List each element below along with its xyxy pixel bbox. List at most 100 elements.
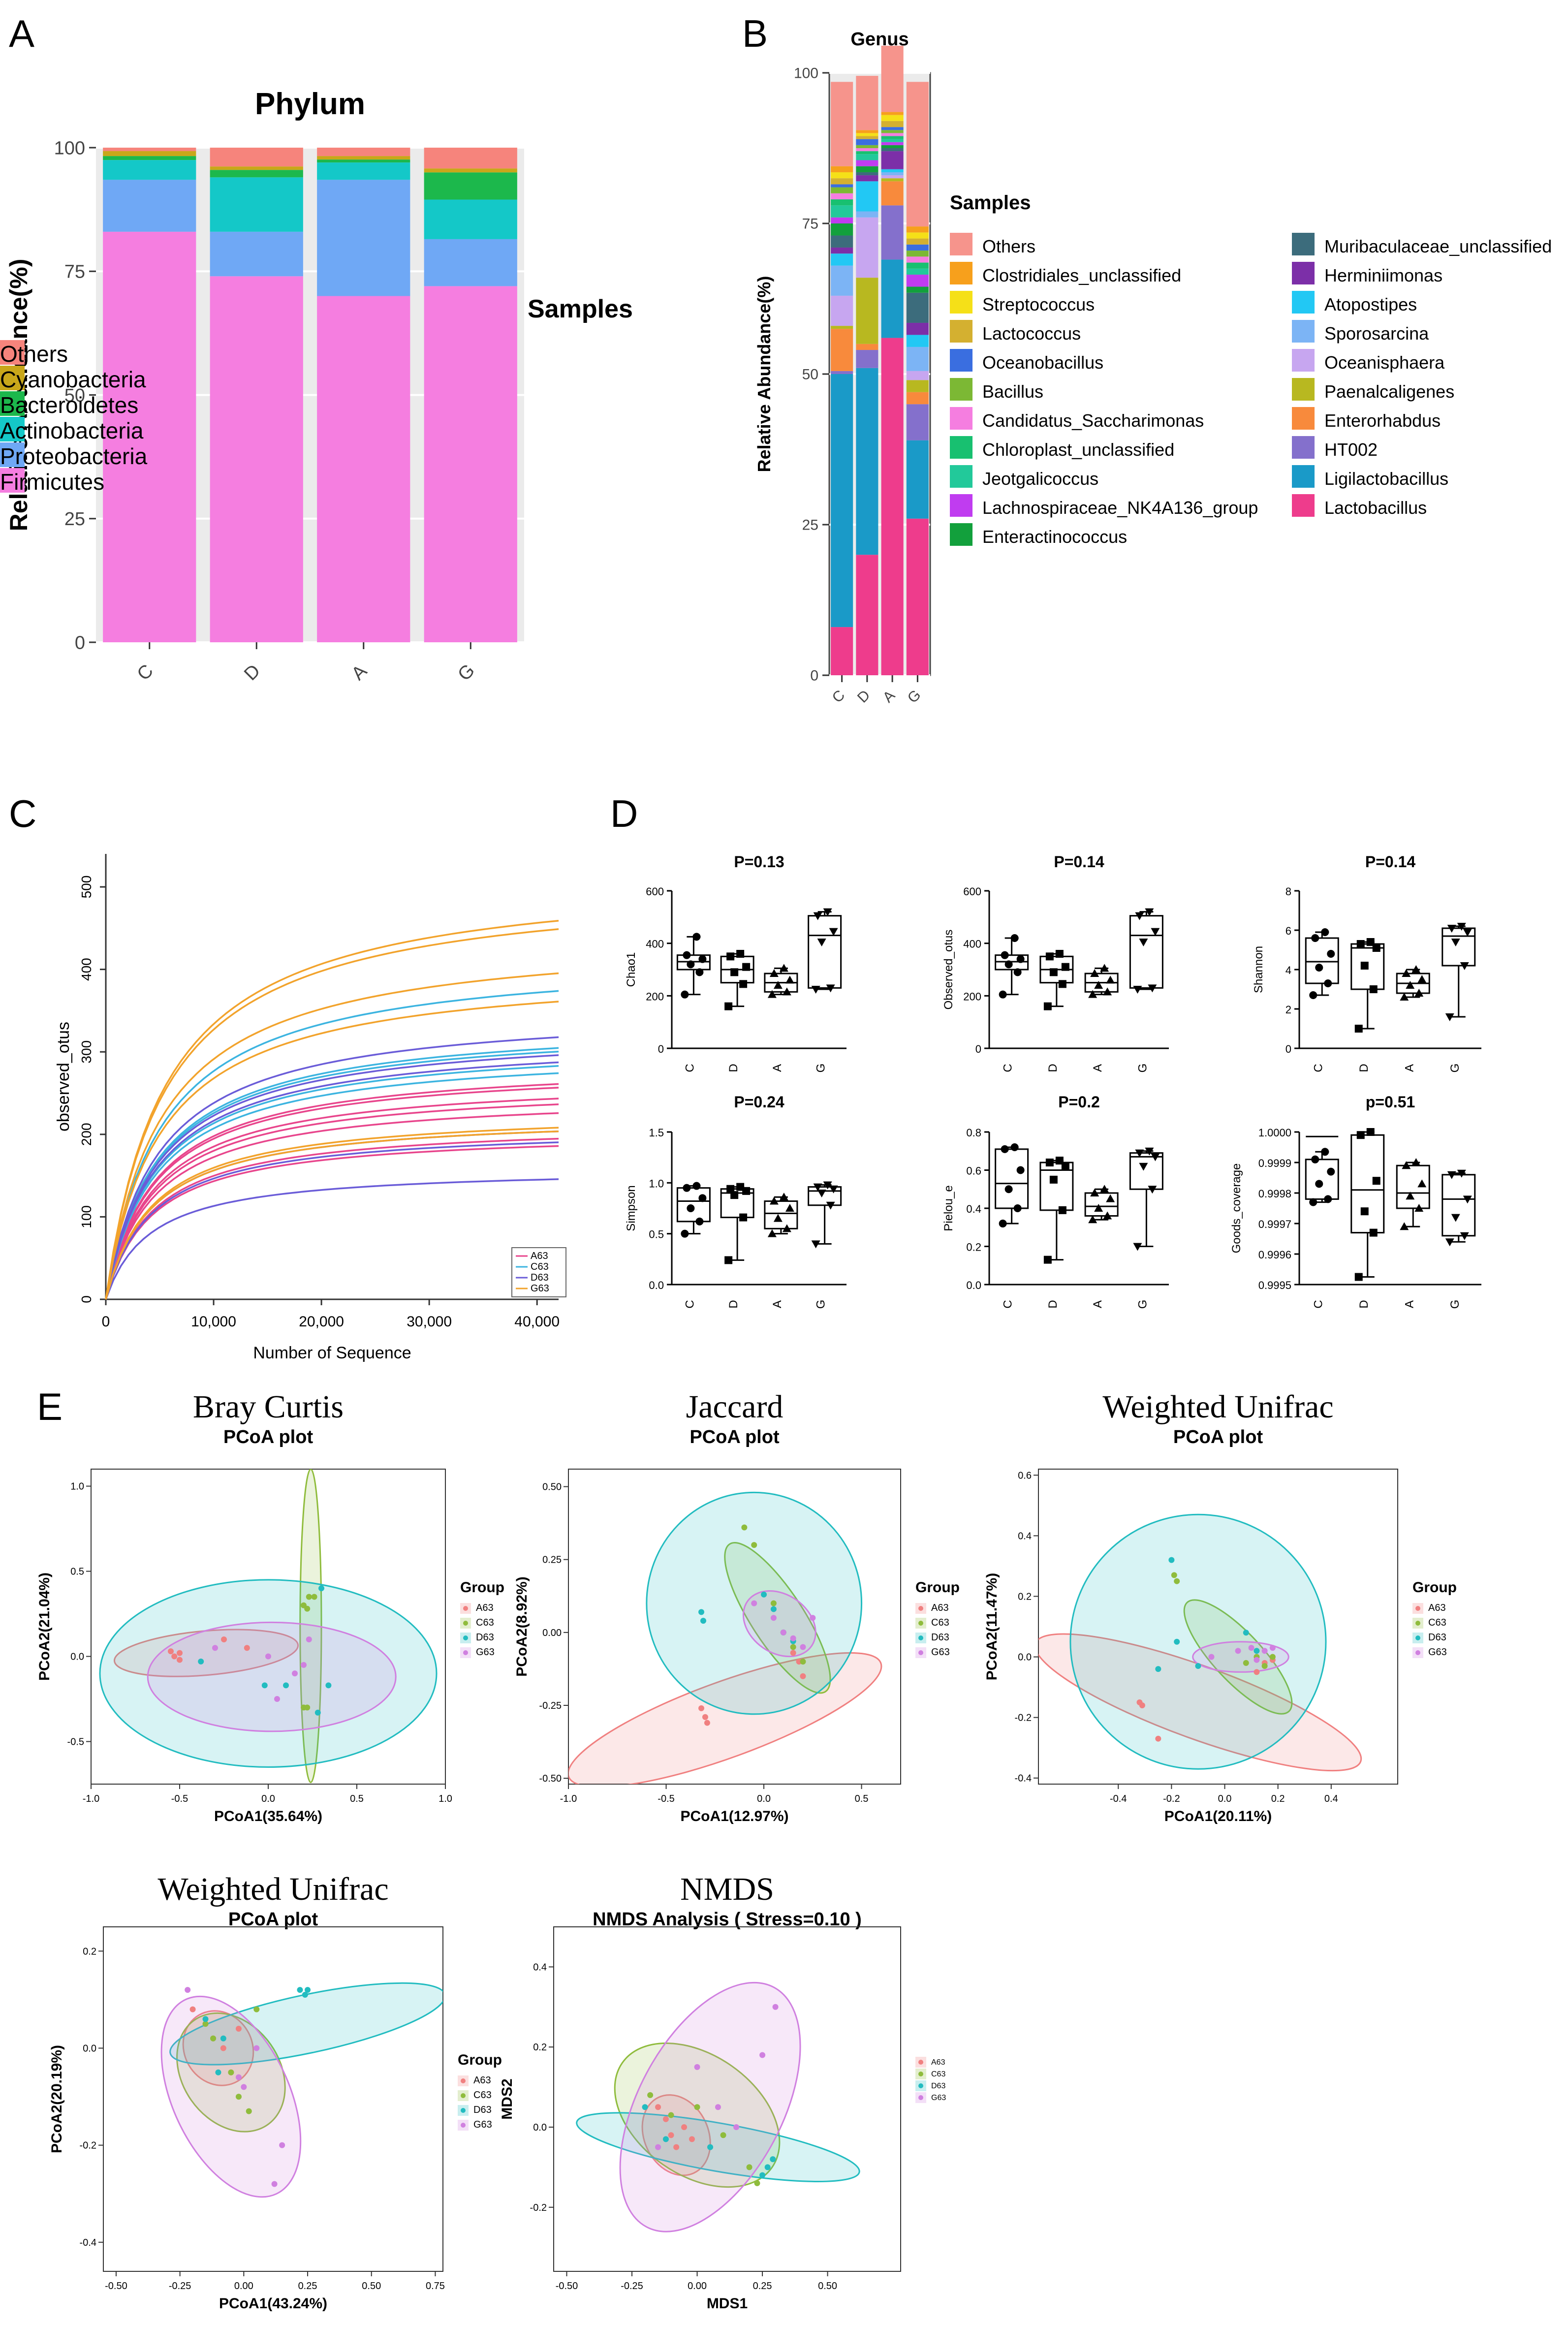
legend-label: Herminiimonas: [1324, 265, 1443, 285]
data-point: [736, 1183, 745, 1191]
bar-segment-ht002: [831, 371, 853, 374]
chart-title: PCoA plot: [690, 1427, 780, 1447]
data-point: [726, 1185, 735, 1193]
bar-segment-lactobacillus: [831, 627, 853, 675]
y-tick-label: 400: [963, 938, 981, 950]
box: [1305, 937, 1339, 984]
legend-point: [1415, 1635, 1420, 1640]
point-g63: [265, 1653, 271, 1660]
y-tick-label: -0.5: [67, 1737, 84, 1748]
y-tick-label: 400: [646, 938, 664, 950]
y-tick-label: 200: [963, 990, 981, 1003]
legend-point: [918, 2060, 923, 2065]
x-tick-label: A: [880, 688, 898, 706]
legend-label: C63: [473, 2090, 492, 2101]
bar-segment-oceanobacillus: [906, 244, 929, 251]
data-point: [1457, 1169, 1466, 1178]
y-tick-label: 0: [658, 1043, 664, 1055]
chart-title: PCoA plot: [1173, 1427, 1263, 1447]
point-g63: [1208, 1654, 1215, 1660]
data-point: [1309, 1198, 1317, 1206]
data-point: [782, 987, 791, 996]
legend-label: Lactococcus: [982, 323, 1081, 344]
bar-segment-muribaculaceae-unclassified: [881, 148, 904, 152]
x-tick-label: D: [1046, 1064, 1060, 1072]
data-point: [1049, 968, 1058, 976]
data-point: [681, 1229, 689, 1238]
y-tick-label: 400: [79, 958, 94, 981]
bar-segment-sporosarcina: [831, 265, 853, 296]
point-d63: [1155, 1666, 1161, 1672]
bar-segment-firmicutes: [424, 286, 517, 642]
legend-label: C63: [931, 2070, 945, 2078]
bar-segment-ht002: [906, 404, 929, 440]
data-point: [739, 980, 748, 988]
bar-segment-cyanobacteria: [424, 168, 517, 173]
data-point: [1451, 939, 1460, 946]
data-point: [1049, 1175, 1058, 1184]
legend-label: G63: [476, 1647, 495, 1658]
legend-label: Bacteroidetes: [0, 392, 138, 418]
bar-segment-clostridiales-unclassified: [906, 226, 929, 233]
x-tick-label: G: [815, 1300, 828, 1309]
curve-a63: [105, 1098, 559, 1300]
bar-segment-candidatus-saccharimonas: [906, 256, 929, 263]
legend-swatch: [950, 378, 972, 401]
data-point: [1414, 989, 1424, 997]
point-c63: [647, 2092, 654, 2098]
legend-label: Clostridiales_unclassified: [982, 265, 1181, 285]
data-point: [1061, 963, 1069, 971]
data-point: [1451, 1214, 1460, 1222]
legend-label: HT002: [1324, 440, 1378, 460]
legend-swatch: [1292, 320, 1315, 343]
legend-label: G63: [1428, 1647, 1447, 1658]
legend-point: [918, 2083, 923, 2088]
y-tick-label: 0: [810, 668, 818, 684]
bar-segment-oceanisphaera: [881, 175, 904, 179]
data-point: [1354, 1025, 1363, 1033]
bar-segment-enterorhabdus: [856, 344, 878, 350]
data-point: [817, 939, 826, 946]
point-g63: [235, 2074, 242, 2080]
y-tick-label: 300: [79, 1040, 94, 1064]
data-point: [1402, 969, 1411, 977]
legend-point: [1415, 1621, 1420, 1626]
y-axis-label: Relative Abundance(%): [754, 276, 774, 472]
y-tick-label: 0.2: [1018, 1591, 1032, 1602]
x-tick-label: 0.25: [298, 2281, 317, 2292]
legend-label: Proteobacteria: [0, 443, 148, 469]
x-tick-label: A: [1403, 1300, 1416, 1308]
x-tick-label: -0.5: [171, 1793, 188, 1804]
data-point: [1045, 1159, 1054, 1166]
bar-segment-herminiimonas: [906, 322, 929, 335]
legend-label: Muribaculaceae_unclassified: [1324, 236, 1552, 256]
x-tick-label: 30,000: [407, 1314, 452, 1330]
data-point: [1055, 1157, 1064, 1165]
data-point: [1148, 1186, 1157, 1194]
legend-label: Lactobacillus: [1324, 498, 1427, 518]
point-c63: [228, 2069, 234, 2075]
data-point: [823, 908, 832, 916]
plot-frame: [568, 1469, 901, 1785]
data-point: [829, 928, 838, 936]
point-d63: [302, 1992, 308, 1998]
y-tick-label: 0.6: [1018, 1470, 1032, 1481]
x-tick-label: C: [1002, 1064, 1015, 1072]
bar-segment-lactobacillus: [856, 555, 878, 675]
point-a63: [1139, 1702, 1145, 1708]
y-axis-label: observed_otus: [54, 1022, 73, 1131]
legend-label: Candidatus_Saccharimonas: [982, 410, 1204, 431]
point-g63: [810, 1615, 816, 1621]
bar-segment-actinobacteria: [210, 177, 303, 232]
y-tick-label: 50: [802, 367, 818, 383]
legend-swatch: [1292, 262, 1315, 284]
ellipse-g63: [619, 1981, 801, 2232]
legend-swatch: [950, 436, 972, 459]
legend-label: D63: [476, 1632, 494, 1643]
point-g63: [212, 1645, 218, 1651]
point-d63: [759, 2172, 766, 2178]
data-point: [1148, 984, 1157, 993]
legend-swatch: [0, 417, 25, 441]
data-point: [1094, 981, 1103, 989]
point-a63: [681, 2124, 688, 2130]
